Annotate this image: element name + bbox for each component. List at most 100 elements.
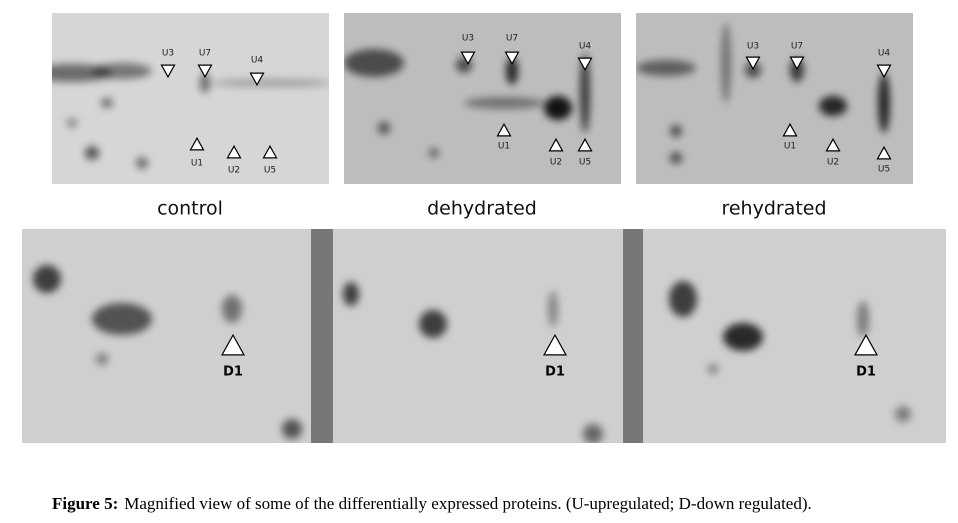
marker-label: U7 (506, 34, 518, 44)
marker-triangle (853, 333, 879, 356)
gel-spots (343, 282, 603, 443)
gel-spots (33, 265, 302, 439)
gel-spots (52, 63, 329, 169)
protein-spot (419, 310, 447, 338)
protein-spot (464, 97, 544, 109)
protein-spot (343, 282, 359, 306)
protein-spot (670, 125, 682, 137)
marker-label: U3 (747, 42, 759, 52)
marker-triangle (542, 333, 568, 356)
protein-spot (580, 53, 590, 133)
protein-spot (282, 419, 302, 439)
marker-label: U7 (791, 42, 803, 52)
marker-label: D1 (223, 365, 243, 380)
marker-label: U3 (162, 49, 174, 59)
marker-triangle (160, 64, 176, 79)
protein-spot (506, 57, 518, 85)
protein-spot (429, 148, 439, 158)
panel-caption: rehydrated (721, 198, 826, 220)
marker-label: U5 (878, 165, 890, 175)
gel-panel: U3 U7 U4 U1 U2 U5 dehydrated (344, 13, 621, 220)
protein-spot (92, 63, 152, 79)
protein-spot (101, 98, 113, 108)
protein-spot (583, 424, 603, 443)
gel-panel: U3 U7 U4 U1 U2 U5 rehydrated (636, 13, 913, 220)
protein-spot (548, 291, 558, 327)
caption-label: Figure 5: (52, 494, 118, 513)
panel-caption: dehydrated (427, 198, 537, 220)
protein-spot (378, 122, 390, 134)
marker-triangle (789, 56, 805, 71)
marker-triangle (577, 137, 593, 152)
protein-spot (222, 295, 242, 323)
marker-triangle (876, 64, 892, 79)
marker-triangle (782, 122, 798, 137)
protein-spot (92, 303, 152, 335)
protein-spot (819, 96, 847, 116)
marker-triangle (249, 72, 265, 87)
marker-label: U3 (462, 34, 474, 44)
marker-triangle (825, 137, 841, 152)
protein-spot (857, 301, 869, 337)
protein-spot (212, 79, 329, 87)
protein-spot (136, 157, 148, 169)
marker-label: D1 (856, 365, 876, 380)
protein-spot (96, 353, 108, 365)
marker-triangle (504, 51, 520, 66)
marker-triangle (460, 51, 476, 66)
protein-spot (895, 406, 911, 422)
protein-spot (670, 152, 682, 164)
gel-background (333, 229, 623, 443)
protein-spot (544, 96, 572, 120)
marker-triangle (226, 144, 242, 159)
gel-panel: U3 U7 U4 U1 U2 U5 control (52, 13, 329, 220)
marker-label: D1 (545, 365, 565, 380)
magnified-panel: D1 (643, 229, 946, 443)
marker-triangle (262, 144, 278, 159)
marker-label: U1 (784, 142, 796, 152)
gel-background (636, 13, 913, 184)
marker-label: U5 (264, 166, 276, 176)
caption-text: Magnified view of some of the differenti… (124, 494, 812, 513)
protein-spot (85, 146, 99, 160)
marker-triangle (577, 57, 593, 72)
marker-triangle (876, 145, 892, 160)
marker-triangle (189, 136, 205, 151)
marker-triangle (220, 333, 246, 356)
protein-spot (708, 364, 718, 374)
marker-label: U5 (579, 158, 591, 168)
marker-label: U2 (827, 158, 839, 168)
protein-spot (67, 118, 77, 128)
marker-label: U1 (498, 142, 510, 152)
protein-spot (721, 23, 731, 103)
marker-label: U2 (550, 158, 562, 168)
magnified-panel: D1 (22, 229, 311, 443)
gel-spots (669, 281, 911, 422)
marker-label: U4 (251, 56, 264, 66)
protein-spot (33, 265, 61, 293)
marker-label: U4 (579, 42, 592, 52)
panel-caption: control (157, 198, 223, 220)
magnified-panel: D1 (333, 229, 623, 443)
marker-triangle (745, 56, 761, 71)
marker-triangle (496, 122, 512, 137)
marker-label: U7 (199, 49, 211, 59)
protein-spot (669, 281, 697, 317)
gel-spots (344, 49, 590, 158)
protein-spot (636, 60, 696, 76)
protein-spot (723, 323, 763, 351)
gel-spots (636, 23, 890, 164)
marker-label: U1 (191, 159, 203, 169)
marker-label: U2 (228, 166, 240, 176)
protein-spot (878, 73, 890, 133)
gel-background (22, 229, 311, 443)
protein-spot (344, 49, 404, 77)
protein-spot (200, 73, 210, 93)
marker-triangle (197, 64, 213, 79)
marker-label: U4 (878, 49, 891, 59)
gel-background (643, 229, 946, 443)
figure-caption: Figure 5: Magnified view of some of the d… (52, 494, 812, 513)
marker-triangle (548, 137, 564, 152)
